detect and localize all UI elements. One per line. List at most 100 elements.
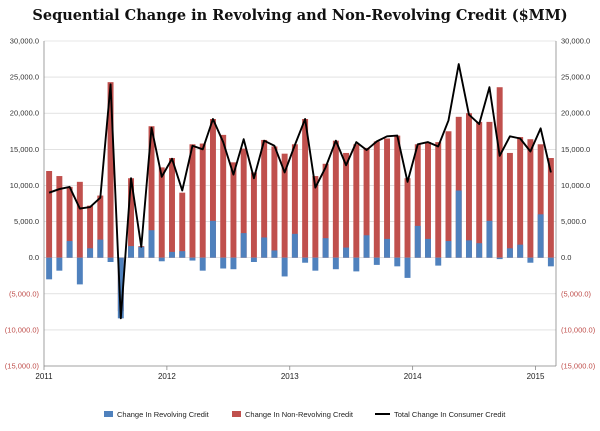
y-tick-label-right: 15,000.0 [561,145,590,154]
bar-non-revolving [332,140,339,258]
bar-non-revolving [435,142,442,258]
bar-non-revolving [373,141,380,258]
bar-non-revolving [66,186,73,258]
bar-revolving [363,235,370,258]
bar-non-revolving [158,167,165,258]
bar-revolving [250,257,257,262]
x-axis: 2011 2012 2013 2014 2015 [35,366,545,381]
bar-non-revolving [322,163,329,258]
bar-revolving [547,257,554,267]
bar-non-revolving [128,178,135,258]
y-tick-label-right: 0.0 [561,253,571,262]
bar-revolving [199,257,206,271]
bar-revolving [506,248,513,258]
bar-revolving [107,257,114,262]
bar-non-revolving [465,113,472,258]
bar-revolving [414,225,421,258]
bar-non-revolving [46,171,53,258]
bar-non-revolving [476,121,483,258]
y-tick-label-right: 25,000.0 [561,73,590,82]
y-tick-label-right: (10,000.0) [561,325,596,334]
bar-revolving [261,237,268,258]
bar-revolving [455,190,462,258]
bar-non-revolving [148,126,155,258]
bar-non-revolving [506,152,513,258]
bar-revolving [302,257,309,263]
bar-non-revolving [97,195,104,258]
y-axis-right: 30,000.0 25,000.0 20,000.0 15,000.0 10,000.0… [561,37,596,371]
y-tick-label-left: 15,000.0 [10,145,39,154]
y-tick-label-right: (5,000.0) [561,289,592,298]
bar-revolving [445,241,452,258]
bar-non-revolving [404,178,411,258]
y-tick-label-right: (15,000.0) [561,362,596,371]
bar-non-revolving [240,148,247,258]
bar-non-revolving [343,152,350,258]
bar-revolving [209,220,216,258]
bar-revolving [46,257,53,280]
bar-revolving [66,241,73,258]
bar-non-revolving [414,144,421,258]
bar-non-revolving [517,137,524,258]
bar-non-revolving [76,181,83,258]
bar-non-revolving [394,135,401,258]
series-line-total [48,63,552,320]
bar-non-revolving [486,121,493,258]
bar-revolving [517,244,524,258]
bar-revolving [281,257,288,277]
bar-revolving [486,220,493,258]
y-tick-label-right: 30,000.0 [561,37,590,46]
y-tick-label-right: 20,000.0 [561,109,590,118]
y-tick-label-right: 5,000.0 [561,217,586,226]
x-tick-label: 2011 [35,372,53,381]
legend-swatch-revolving [104,411,113,417]
bar-revolving [128,246,135,258]
bar-revolving [332,257,339,270]
bar-non-revolving [527,139,534,258]
bar-revolving [465,240,472,258]
bar-non-revolving [199,143,206,258]
bar-revolving [97,239,104,258]
bar-revolving [435,257,442,266]
y-tick-label-left: 10,000.0 [10,181,39,190]
bar-non-revolving [56,176,63,258]
y-tick-label-left: (10,000.0) [5,325,40,334]
bars [46,82,554,319]
bar-revolving [384,238,391,258]
bar-revolving [404,257,411,278]
bar-non-revolving [107,82,114,258]
bar-revolving [56,257,63,271]
legend-label-total: Total Change In Consumer Credit [394,410,506,419]
legend-label-revolving: Change In Revolving Credit [117,410,210,419]
bar-non-revolving [87,205,94,258]
bar-non-revolving [169,158,175,258]
y-tick-label-left: 30,000.0 [10,37,39,46]
y-axis-left: 30,000.0 25,000.0 20,000.0 15,000.0 10,000.0… [5,37,40,371]
total-line [48,63,552,320]
bar-revolving [496,257,503,260]
chart-title: Sequential Change in Revolving and Non-R… [32,7,567,24]
bar-non-revolving [302,119,309,258]
bar-revolving [322,238,329,258]
legend-swatch-non-revolving [232,411,241,417]
bar-revolving [169,251,175,258]
bar-revolving [230,257,237,270]
y-tick-label-right: 10,000.0 [561,181,590,190]
bar-non-revolving [455,116,462,258]
bar-revolving [240,233,247,258]
bar-non-revolving [425,142,431,258]
bar-non-revolving [220,134,227,258]
bar-non-revolving [209,119,216,258]
x-tick-label: 2014 [404,372,422,381]
bar-non-revolving [271,146,278,258]
bar-revolving [343,247,350,258]
bar-revolving [138,246,145,258]
y-tick-label-left: 20,000.0 [10,109,39,118]
bar-non-revolving [363,147,370,258]
bar-revolving [373,257,380,265]
bar-non-revolving [261,139,268,258]
bar-revolving [148,230,155,258]
bar-non-revolving [189,144,196,258]
x-tick-label: 2013 [281,372,299,381]
